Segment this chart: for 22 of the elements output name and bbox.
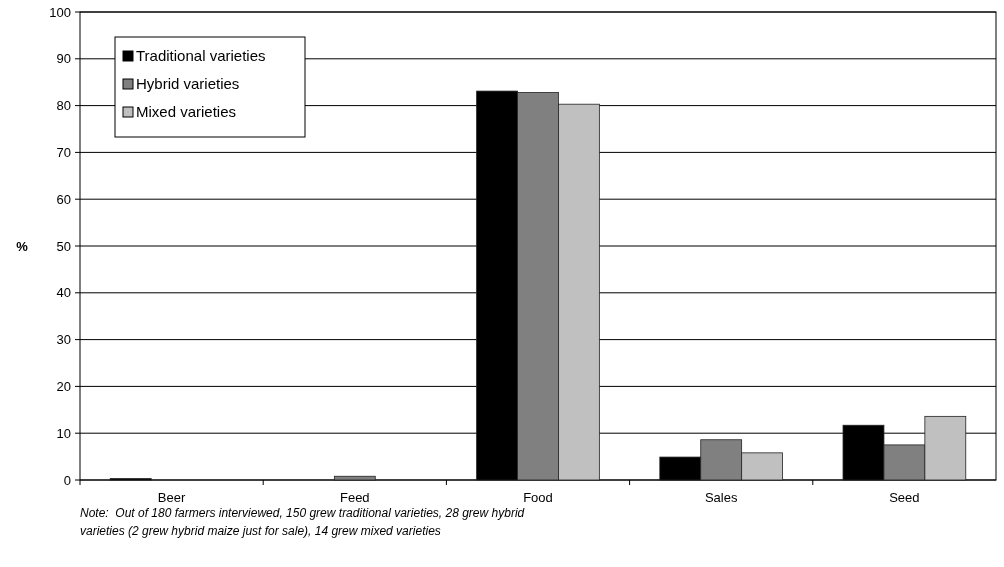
legend-label: Mixed varieties: [136, 103, 237, 121]
y-tick-label: 0: [63, 472, 71, 488]
x-tick-label: Seed: [889, 490, 920, 505]
legend-label: Traditional varieties: [136, 47, 266, 65]
y-tick-label: 70: [56, 144, 71, 160]
y-tick-label: 50: [56, 238, 71, 254]
y-tick-label: 20: [56, 378, 71, 394]
y-tick-label: 30: [56, 332, 71, 348]
x-tick-label: Food: [523, 490, 553, 505]
y-tick-label: 90: [56, 51, 71, 67]
text: Note: Out of 180 farmers interviewed, 150 grew traditional varieties, 28 grew hybrid varieties (2 grew hybrid maize just for sale), 14 grew mixed varieties: [80, 506, 525, 538]
y-tick-label: 100: [49, 4, 71, 20]
x-tick-label: Beer: [157, 490, 186, 505]
y-tick-label: 10: [56, 425, 71, 441]
x-tick-label: Sales: [704, 490, 738, 505]
y-axis-title: %: [16, 238, 29, 254]
y-tick-label: 60: [56, 191, 71, 207]
legend-label: Hybrid varieties: [136, 75, 240, 93]
bar: [333, 475, 376, 481]
x-tick-label: Feed: [339, 490, 370, 505]
y-tick-label: 40: [56, 285, 71, 301]
y-tick-label: 80: [56, 98, 71, 114]
